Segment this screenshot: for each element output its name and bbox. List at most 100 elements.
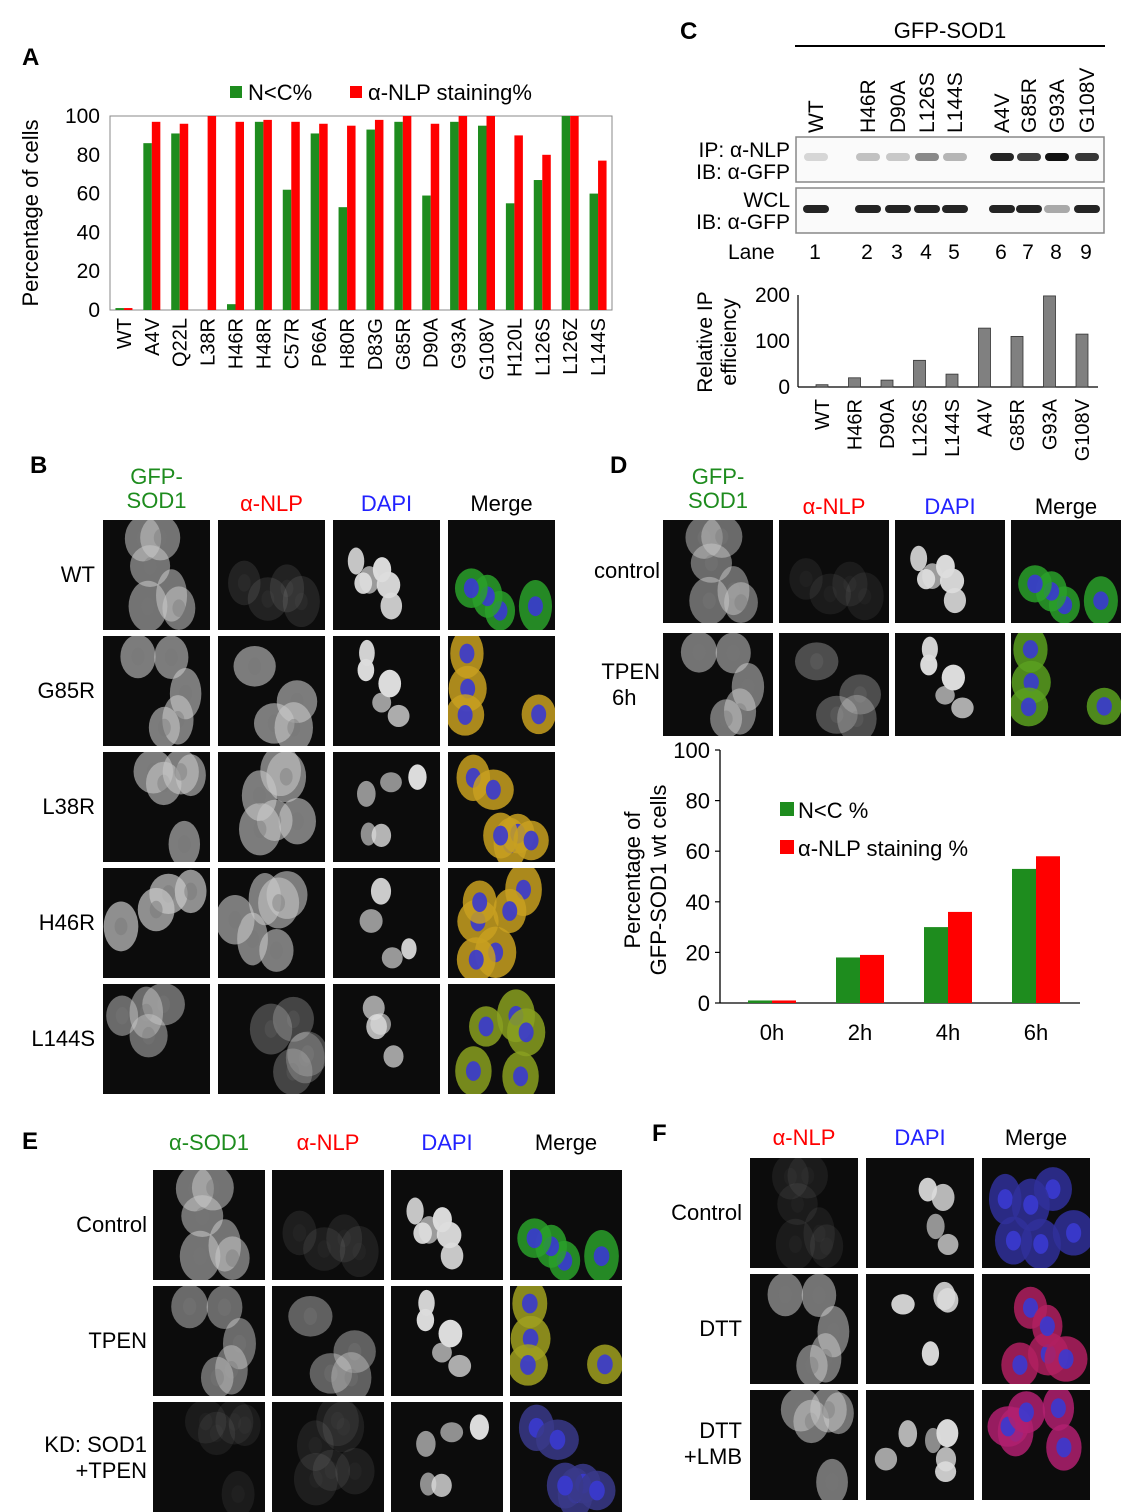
cell-nucleus (347, 1342, 362, 1361)
lane-number-4: 4 (920, 241, 932, 264)
micrograph-art (120, 636, 202, 746)
cell-body (803, 1207, 835, 1260)
nucleus (937, 1288, 959, 1313)
cell-nucleus (1022, 640, 1039, 659)
cell-nucleus (823, 585, 837, 603)
cell-body (179, 1230, 221, 1280)
nucleus (408, 764, 427, 790)
x-tick-label-Q22L: Q22L (170, 318, 192, 367)
x-tick-label-D83G: D83G (365, 318, 387, 370)
c-bar-A4V (978, 327, 991, 388)
panel-b-header-line1: DAPI (360, 491, 413, 516)
lane-number-3: 3 (891, 241, 903, 264)
c-x-tick-G108V: G108V (1072, 398, 1094, 461)
cell-body (832, 561, 868, 607)
c-x-tick-G85R: G85R (1007, 399, 1029, 451)
cell-body (839, 674, 881, 715)
cell-nucleus (457, 705, 473, 725)
panel-e-row-label-3: KD: SOD1 +TPEN (0, 1432, 147, 1484)
cell-nucleus (292, 1224, 307, 1242)
cell-body (274, 702, 313, 746)
cell-nucleus (1050, 1398, 1066, 1419)
nucleus (926, 1213, 945, 1240)
x-tick-label-H46R: H46R (226, 318, 248, 369)
micrograph-art (920, 636, 974, 719)
c-y-tick-0: 0 (778, 376, 790, 399)
cell-body (215, 1236, 250, 1280)
c-x-tick-L126S: L126S (910, 399, 932, 457)
micrograph-art (293, 1402, 375, 1506)
micrograph-e-r2-c4 (510, 1286, 622, 1396)
wcl-band-lane-1 (803, 205, 829, 213)
cell-nucleus (523, 830, 539, 851)
cell-body (285, 1032, 325, 1084)
cell-body (801, 1274, 837, 1318)
micrograph-b-r3-c3 (333, 752, 440, 862)
micrograph-e-r3-c3 (391, 1402, 503, 1512)
row-label-line1: control (593, 558, 660, 583)
micrograph-art (794, 642, 881, 736)
micrograph-art (517, 1218, 619, 1280)
cell-nucleus (143, 557, 157, 575)
cell-body (845, 572, 884, 621)
cell-body (128, 580, 168, 630)
cell-nucleus (308, 1436, 323, 1455)
panel-e-row-label-1: Control (0, 1212, 147, 1238)
cell-nucleus (1027, 574, 1043, 594)
row-label-line1: DTT (699, 1316, 742, 1341)
cell-nucleus (531, 704, 547, 725)
d-bar-s2-4h (948, 911, 972, 1003)
cell-body (258, 877, 300, 929)
panel-b-header-line2: SOD1 (126, 488, 187, 513)
c-y-tick-2: 200 (755, 284, 790, 307)
micrograph-art (106, 984, 185, 1058)
cell-nucleus (217, 1298, 232, 1317)
micrograph-art (891, 1281, 959, 1366)
bar-nc-A4V (143, 143, 152, 310)
cell-nucleus (141, 597, 155, 616)
plot-frame (109, 115, 613, 311)
ip-band-lane-3 (886, 153, 910, 161)
cell-nucleus (465, 1061, 481, 1081)
panel-b-row-label-G85R: G85R (37, 678, 95, 703)
panel-b-row-label-H46R: H46R (38, 910, 95, 935)
cell-body (282, 575, 320, 628)
nucleus (406, 1197, 424, 1225)
cell-body (775, 1218, 815, 1268)
nucleus (380, 772, 402, 793)
nucleus (935, 686, 955, 705)
bar-nc-L144S (589, 193, 599, 310)
x-tick-label-H48R: H48R (253, 318, 275, 369)
micrograph-e-r3-c4 (510, 1402, 622, 1512)
bar-nc-H46R (227, 304, 236, 310)
c-x-tick-H46R: H46R (845, 399, 867, 450)
bar-nlpstaining-H80R (347, 125, 356, 310)
micrograph-e-r2-c2 (272, 1286, 384, 1396)
micrograph-b-r2-c2 (218, 636, 325, 746)
nucleus (381, 947, 403, 969)
cell-nucleus (210, 1368, 224, 1387)
bar-nlpstaining-A4V (151, 121, 161, 310)
panel-f-row-label-3: DTT +LMB (620, 1418, 742, 1470)
y-tick-label-1: 20 (77, 260, 100, 283)
cell-body (724, 582, 758, 623)
nucleus (937, 1233, 959, 1256)
d-y-tick-1: 20 (686, 940, 710, 965)
panel-d-header-line2: SOD1 (688, 488, 748, 513)
cell-nucleus (238, 1416, 252, 1434)
micrograph-art (175, 1170, 250, 1280)
cell-nucleus (1018, 1402, 1034, 1423)
nucleus (891, 1294, 915, 1315)
cell-nucleus (715, 528, 729, 545)
cell-nucleus (1012, 1355, 1028, 1375)
x-tick-label-D90A: D90A (421, 317, 443, 368)
cell-nucleus (843, 575, 857, 593)
panel-b-header-line1: Merge (470, 491, 533, 516)
c-bar-D90A (880, 379, 894, 388)
cell-nucleus (337, 1229, 351, 1248)
cell-nucleus (853, 686, 867, 703)
cell-body (162, 586, 196, 630)
panel-d-header-2: α-NLP (779, 495, 889, 519)
nucleus (440, 1422, 464, 1443)
bar-nc-D90A (422, 195, 431, 310)
